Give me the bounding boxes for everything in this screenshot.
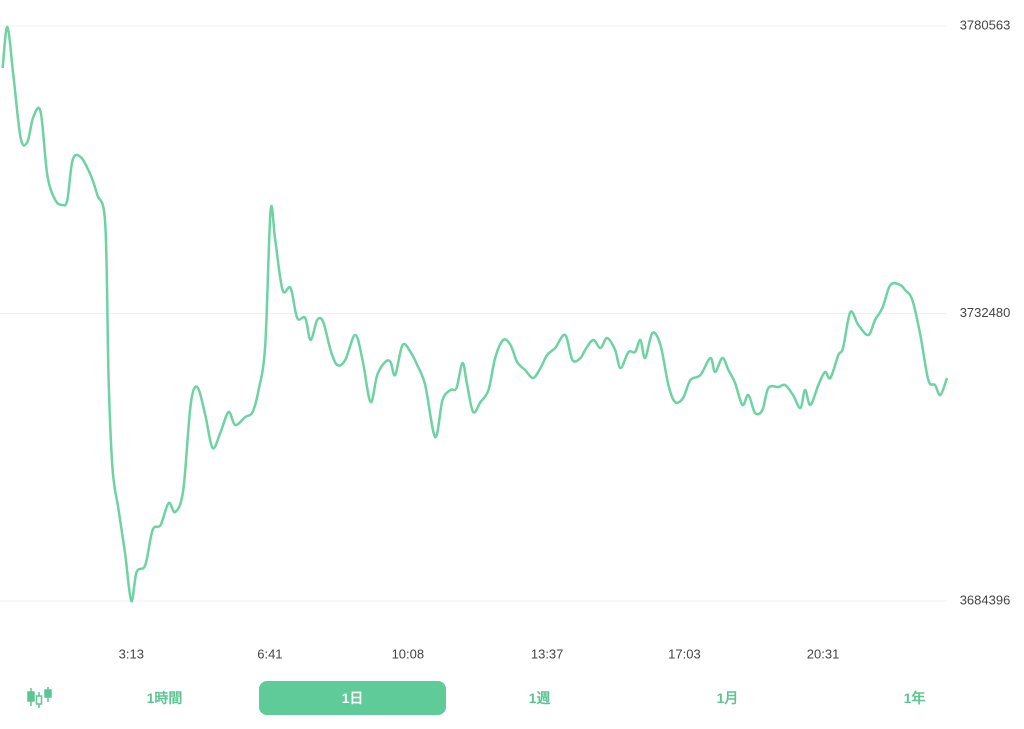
- timeframe-tab[interactable]: 1月: [716, 690, 739, 706]
- timeframe-tab[interactable]: 1日: [259, 681, 446, 715]
- timeframe-tab[interactable]: 1年: [903, 690, 926, 706]
- candlestick-icon[interactable]: [26, 686, 54, 710]
- x-tick-label: 20:31: [807, 646, 840, 661]
- y-tick-label: 3684396: [960, 592, 1011, 607]
- y-tick-label: 3780563: [960, 17, 1011, 32]
- x-tick-label: 6:41: [257, 646, 282, 661]
- x-tick-label: 10:08: [392, 646, 425, 661]
- x-tick-label: 13:37: [531, 646, 564, 661]
- price-line: [1, 25, 949, 603]
- x-tick-label: 3:13: [119, 646, 144, 661]
- timeframe-tab[interactable]: 1週: [528, 690, 551, 706]
- chart: 3684396 3732480 3780563 3:13 6:41 10:08 13:37 1…: [0, 17, 1011, 661]
- y-tick-label: 3732480: [960, 305, 1011, 320]
- timeframe-tab[interactable]: 1時間: [146, 690, 183, 706]
- x-tick-label: 17:03: [668, 646, 701, 661]
